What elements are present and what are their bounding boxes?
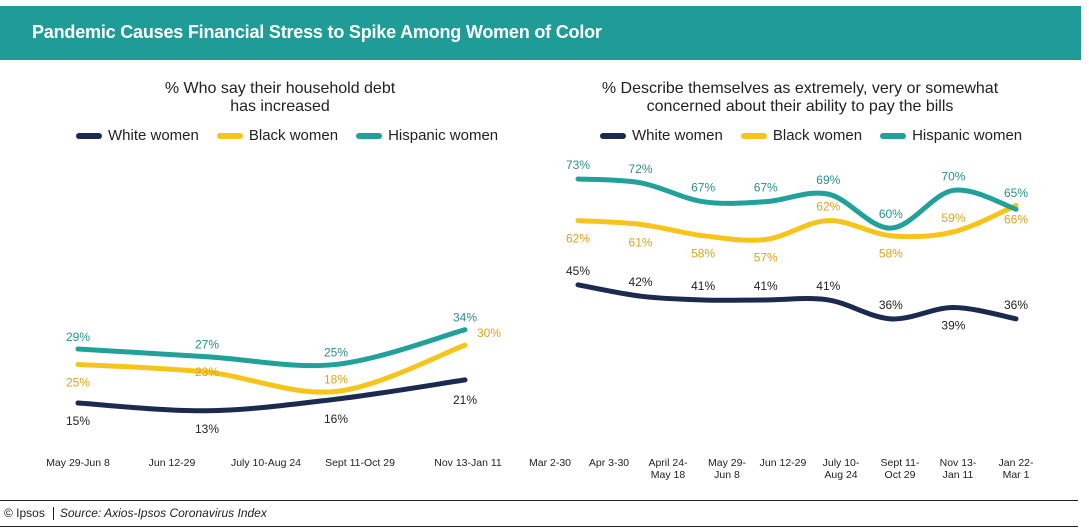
x-tick-label: May 29-Jun 8: [46, 457, 110, 469]
data-label-black-women: 23%: [195, 365, 219, 379]
data-label-hispanic-women: 65%: [1004, 186, 1028, 200]
line-white-women-chart1: [75, 377, 468, 414]
legend-white-women: White women: [600, 127, 723, 144]
data-label-white-women: 39%: [941, 319, 965, 333]
data-label-black-women: 66%: [1004, 212, 1028, 226]
x-tick-label: Jun 12-29: [149, 457, 196, 469]
data-label-black-women: 62%: [816, 200, 840, 214]
data-label-black-women: 58%: [879, 247, 903, 261]
data-label-white-women: 45%: [566, 264, 590, 278]
left-title-line2: has increased: [230, 98, 330, 115]
data-label-black-women: 30%: [477, 326, 501, 340]
footer-divider: [0, 500, 1078, 501]
data-label-white-women: 16%: [324, 412, 348, 426]
left-chart-title: % Who say their household debt has incre…: [80, 80, 480, 116]
data-label-hispanic-women: 27%: [195, 338, 219, 352]
left-title-line1: % Who say their household debt: [164, 80, 396, 97]
line-hispanic-women-chart2: [575, 176, 1019, 231]
line-hispanic-women-chart1: [75, 327, 468, 369]
data-label-black-women: 25%: [66, 375, 90, 389]
x-tick-label: July 10-: [823, 457, 860, 469]
data-label-white-women: 15%: [66, 414, 90, 428]
data-label-black-women: 57%: [754, 250, 778, 264]
line-black-women-chart2: [575, 202, 1019, 243]
x-tick-label: Apr 3-30: [589, 457, 629, 469]
data-label-white-women: 41%: [754, 279, 778, 293]
x-tick-label: July 10-Aug 24: [231, 457, 301, 469]
data-label-hispanic-women: 69%: [816, 173, 840, 187]
x-tick-label: May 29-: [708, 457, 746, 469]
data-label-black-women: 62%: [566, 232, 590, 246]
data-label-hispanic-women: 34%: [453, 311, 477, 325]
x-tick-label: Jun 8: [714, 469, 740, 481]
data-label-hispanic-women: 29%: [66, 330, 90, 344]
x-tick-label: Jan 11: [943, 469, 974, 481]
data-label-hispanic-women: 67%: [691, 181, 715, 195]
data-label-white-women: 21%: [453, 393, 477, 407]
data-label-white-women: 36%: [1004, 298, 1028, 312]
data-label-black-women: 61%: [629, 235, 653, 249]
data-label-hispanic-women: 70%: [941, 169, 965, 183]
x-tick-label: May 18: [651, 469, 686, 481]
line-white-women-chart2: [575, 282, 1019, 322]
x-tick-label: Mar 1: [1003, 469, 1030, 481]
right-title-line2: concerned about their ability to pay the…: [646, 98, 954, 115]
data-label-white-women: 41%: [816, 279, 840, 293]
page-title: Pandemic Causes Financial Stress to Spik…: [32, 22, 602, 42]
data-label-white-women: 42%: [629, 275, 653, 289]
data-label-black-women: 18%: [324, 372, 348, 386]
legend-white-women: White women: [76, 127, 199, 144]
legend-black-women: Black women: [216, 127, 338, 144]
data-label-white-women: 36%: [879, 298, 903, 312]
data-label-hispanic-women: 25%: [324, 345, 348, 359]
right-title-line1: % Describe themselves as extremely, very…: [601, 80, 999, 97]
x-tick-label: Nov 13-: [940, 457, 977, 469]
data-label-white-women: 41%: [691, 279, 715, 293]
copyright: © Ipsos: [4, 506, 45, 520]
data-label-black-women: 58%: [691, 247, 715, 261]
x-tick-label: Sept 11-: [881, 457, 920, 469]
footer-bottom-divider: [0, 526, 1078, 527]
legend-black-women: Black women: [740, 127, 862, 144]
right-legend: White women Black women Hispanic women: [600, 127, 1022, 144]
data-label-hispanic-women: 67%: [754, 181, 778, 195]
x-tick-label: Oct 29: [885, 469, 916, 481]
x-tick-label: Nov 13-Jan 11: [434, 457, 502, 469]
legend-hispanic-women: Hispanic women: [880, 127, 1022, 144]
legend-hispanic-women: Hispanic women: [356, 127, 498, 144]
data-label-hispanic-women: 72%: [629, 162, 653, 176]
x-tick-label: Aug 24: [824, 469, 857, 481]
data-label-white-women: 13%: [195, 422, 219, 436]
line-black-women-chart1: [75, 342, 468, 395]
x-tick-label: Jan 22-: [998, 457, 1034, 469]
source-note: Source: Axios-Ipsos Coronavirus Index: [59, 506, 267, 520]
x-tick-label: April 24-: [648, 457, 688, 469]
footer: © Ipsos Source: Axios-Ipsos Coronavirus I…: [4, 506, 267, 521]
data-label-hispanic-women: 60%: [879, 207, 903, 221]
header-bar: Pandemic Causes Financial Stress to Spik…: [0, 6, 1081, 60]
right-chart-title: % Describe themselves as extremely, very…: [560, 80, 1040, 116]
left-legend: White women Black women Hispanic women: [76, 127, 498, 144]
x-tick-label: Mar 2-30: [529, 457, 571, 469]
data-label-hispanic-women: 73%: [566, 158, 590, 172]
x-tick-label: Sept 11-Oct 29: [325, 457, 395, 469]
x-tick-label: Jun 12-29: [760, 457, 807, 469]
data-label-black-women: 59%: [941, 211, 965, 225]
